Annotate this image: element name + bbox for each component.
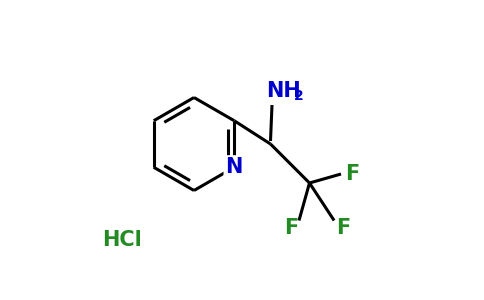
Text: F: F <box>336 218 350 238</box>
Text: 2: 2 <box>294 89 303 103</box>
Text: HCl: HCl <box>102 230 142 250</box>
Text: N: N <box>226 157 243 177</box>
Text: NH: NH <box>267 82 302 101</box>
Text: F: F <box>285 218 299 238</box>
Text: F: F <box>345 164 359 184</box>
